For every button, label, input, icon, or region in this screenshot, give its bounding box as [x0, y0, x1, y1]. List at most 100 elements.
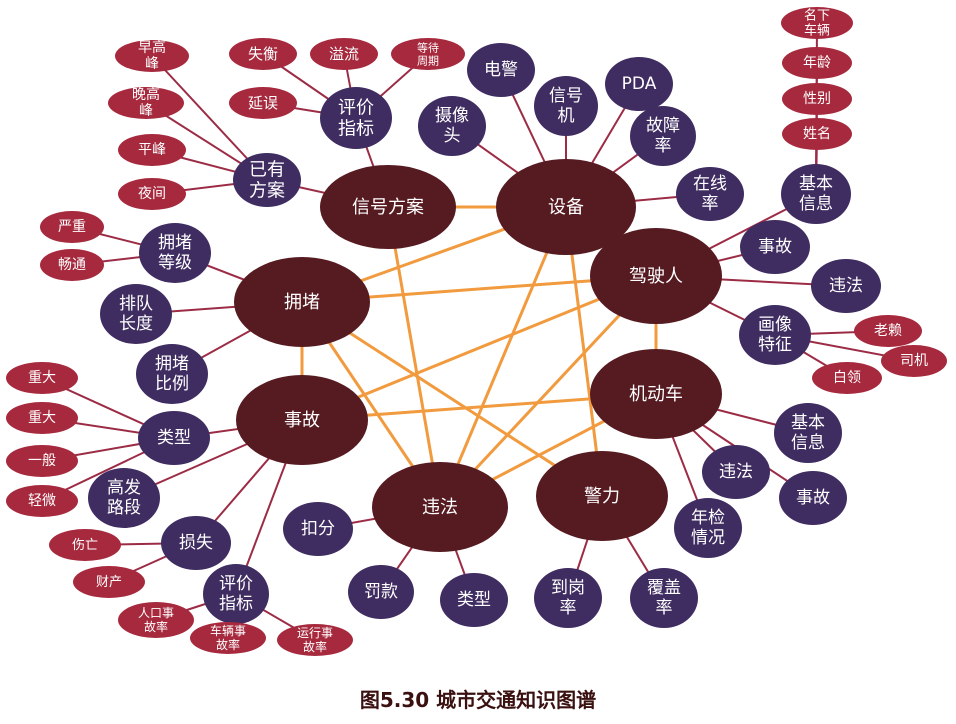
core-node-shape [234, 257, 370, 347]
label-line: 已有 [249, 159, 285, 180]
label-line: 等级 [158, 253, 192, 273]
leaf-node: 夜间 [118, 178, 186, 210]
attribute-node-shape [774, 403, 842, 463]
label-line: 事故 [284, 410, 320, 431]
label-line: 指标 [219, 594, 253, 614]
attribute-node-label: 损失 [179, 533, 213, 553]
label-line: 年检 [691, 508, 725, 528]
leaf-node: 重大 [6, 362, 78, 394]
label-line: 故率 [144, 619, 168, 634]
core-relation-link [301, 274, 657, 422]
label-line: 类型 [157, 428, 191, 448]
graph-nodes: 信号方案 设备拥堵驾驶人事故机动车违法警力评价指标已有方案电警信号机PDA摄像头故… [6, 7, 947, 656]
attribute-node: 信号机 [534, 76, 598, 136]
attribute-node-label: 罚款 [364, 582, 398, 602]
core-node: 违法 [372, 462, 508, 552]
leaf-node: 重大 [6, 402, 78, 434]
attribute-node-shape [674, 498, 742, 558]
attribute-node: 在线率 [676, 167, 744, 221]
attribute-node: 已有方案 [233, 153, 301, 207]
leaf-node: 晚高峰 [108, 86, 184, 119]
attribute-node-label: 评价指标 [219, 574, 253, 614]
attribute-node-shape [418, 96, 486, 156]
attribute-node-shape [161, 516, 231, 570]
attribute-node: 高发路段 [88, 468, 160, 528]
leaf-node: 一般 [6, 445, 78, 477]
leaf-node-label: 严重 [58, 219, 86, 235]
attribute-node-label: 违法 [719, 462, 753, 482]
leaf-node-shape [782, 118, 852, 150]
label-line: 白领 [833, 370, 861, 386]
leaf-node-label: 人口事故率 [138, 606, 174, 634]
label-line: 峰 [139, 103, 153, 119]
label-line: 评价 [338, 97, 374, 118]
attribute-node-label: 违法 [829, 276, 863, 296]
leaf-node: 畅通 [40, 249, 104, 281]
leaf-node: 老赖 [854, 315, 922, 347]
attribute-node-label: 基本信息 [799, 174, 833, 214]
attribute-node-shape [88, 468, 160, 528]
label-line: 基本 [799, 174, 833, 194]
leaf-node-label: 重大 [28, 370, 56, 386]
knowledge-graph: 信号方案 设备拥堵驾驶人事故机动车违法警力评价指标已有方案电警信号机PDA摄像头故… [6, 7, 947, 656]
leaf-node-label: 早高峰 [138, 39, 166, 72]
leaf-node-shape [781, 7, 853, 39]
attribute-node: 违法 [702, 445, 770, 499]
core-node: 信号方案 [320, 165, 456, 249]
leaf-node: 年龄 [782, 47, 852, 79]
label-line: 违法 [829, 276, 863, 296]
leaf-node-label: 轻微 [28, 493, 56, 509]
label-line: 率 [560, 598, 577, 618]
leaf-node-label: 伤亡 [72, 538, 98, 553]
leaf-node-shape [6, 362, 78, 394]
label-line: 摄像 [435, 106, 469, 126]
attribute-node: 基本信息 [774, 403, 842, 463]
core-node: 驾驶人 [590, 228, 722, 324]
core-node-label: 事故 [284, 410, 320, 431]
leaf-node-shape [812, 362, 882, 394]
attribute-node: 拥堵比例 [136, 344, 208, 404]
core-node: 警力 [536, 451, 668, 541]
label-line: 一般 [28, 453, 56, 469]
leaf-node-label: 白领 [833, 370, 861, 386]
label-line: 晚高 [132, 86, 160, 103]
attribute-node-shape [605, 57, 673, 111]
label-line: 率 [702, 194, 719, 214]
leaf-node-label: 延误 [248, 94, 278, 112]
label-line: 扣分 [301, 519, 335, 539]
attribute-node: 类型 [138, 411, 210, 465]
leaf-node: 性别 [782, 83, 852, 115]
leaf-node: 运行事故率 [277, 624, 353, 656]
leaf-node-label: 性别 [803, 91, 831, 107]
leaf-node-label: 一般 [28, 453, 56, 469]
attribute-node-shape [283, 502, 353, 556]
leaf-node-label: 失衡 [248, 45, 278, 63]
label-line: 画像 [758, 315, 792, 335]
leaf-node-shape [310, 38, 378, 70]
attribute-node-label: 基本信息 [791, 413, 825, 453]
leaf-node-shape [40, 211, 104, 243]
label-line: 方案 [249, 180, 285, 201]
attribute-node-shape [781, 164, 851, 224]
leaf-node: 名下车辆 [781, 7, 853, 39]
label-line: 拥堵 [158, 233, 192, 253]
label-line: 信号方案 [352, 197, 424, 218]
attribute-node-label: 排队长度 [119, 294, 153, 334]
attribute-node-label: 画像特征 [758, 315, 792, 355]
leaf-node: 严重 [40, 211, 104, 243]
label-line: 排队 [119, 294, 153, 314]
leaf-node: 延误 [229, 87, 297, 119]
attribute-node: 罚款 [348, 565, 414, 619]
core-node-shape [236, 375, 368, 465]
attribute-node-label: PDA [622, 74, 657, 94]
label-line: 类型 [457, 590, 491, 610]
label-line: 基本 [791, 413, 825, 433]
leaf-node-label: 车辆事故率 [210, 623, 246, 652]
label-line: 性别 [803, 91, 831, 107]
label-line: 率 [655, 136, 672, 156]
attribute-node-label: 摄像头 [435, 106, 469, 146]
attribute-node-label: 事故 [796, 488, 830, 508]
attribute-node-label: 拥堵比例 [155, 354, 189, 394]
label-line: 车辆事 [210, 623, 246, 638]
attribute-node-label: 高发路段 [107, 478, 141, 518]
